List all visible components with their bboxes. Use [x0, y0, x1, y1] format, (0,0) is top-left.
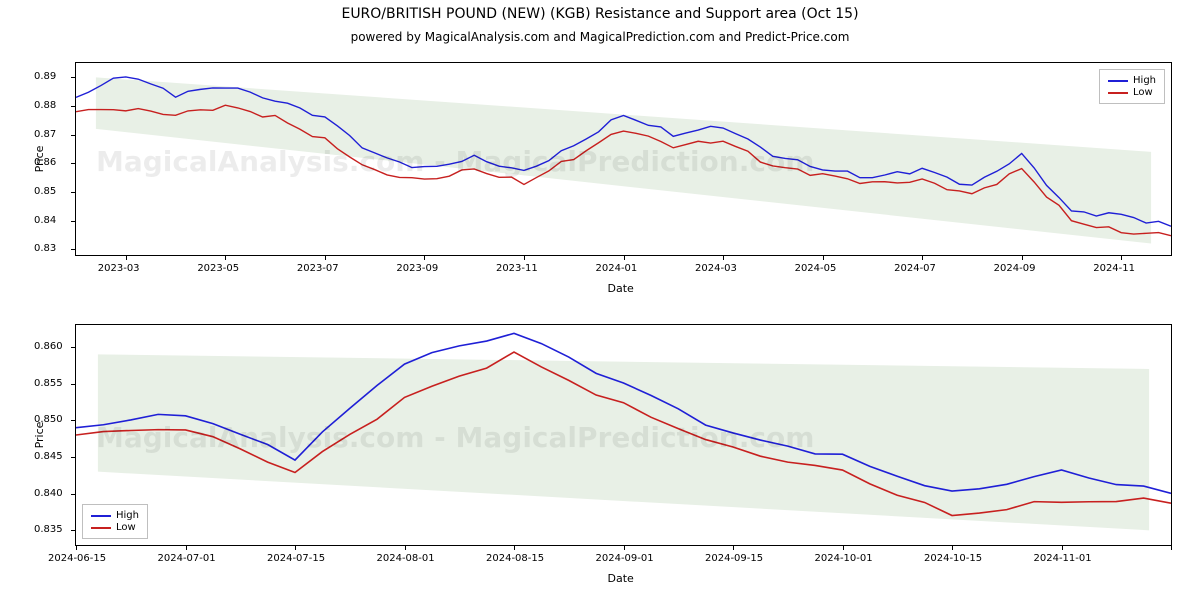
figure: EURO/BRITISH POUND (NEW) (KGB) Resistanc… — [0, 0, 1200, 600]
xtick-label: 2023-09 — [396, 263, 438, 274]
ytick-label: 0.85 — [34, 186, 68, 197]
legend-item: Low — [91, 522, 139, 533]
ytick-mark — [71, 347, 76, 348]
ytick-mark — [71, 106, 76, 107]
xtick-label: 2024-05 — [795, 263, 837, 274]
xtick-label: 2024-11-01 — [1034, 553, 1092, 564]
xtick-label: 2024-06-15 — [48, 553, 106, 564]
top-xlabel: Date — [608, 282, 634, 295]
ytick-label: 0.845 — [34, 451, 68, 462]
legend-label: Low — [1133, 87, 1153, 98]
ytick-label: 0.850 — [34, 414, 68, 425]
xtick-label: 2023-05 — [197, 263, 239, 274]
ytick-label: 0.83 — [34, 243, 68, 254]
top-svg — [76, 63, 1171, 255]
xtick-label: 2024-03 — [695, 263, 737, 274]
xtick-mark — [952, 545, 953, 550]
xtick-mark — [922, 255, 923, 260]
bottom-svg — [76, 325, 1171, 545]
top-legend: HighLow — [1099, 69, 1165, 104]
ytick-mark — [71, 163, 76, 164]
chart-title-main: EURO/BRITISH POUND (NEW) (KGB) Resistanc… — [0, 6, 1200, 22]
legend-swatch — [1108, 80, 1128, 82]
ytick-mark — [71, 135, 76, 136]
xtick-mark — [723, 255, 724, 260]
legend-swatch — [91, 515, 111, 517]
xtick-label: 2024-11 — [1093, 263, 1135, 274]
xtick-mark — [1022, 255, 1023, 260]
ytick-mark — [71, 77, 76, 78]
xtick-mark — [225, 255, 226, 260]
bottom-xlabel: Date — [608, 572, 634, 585]
legend-item: High — [91, 510, 139, 521]
ytick-label: 0.84 — [34, 215, 68, 226]
xtick-mark — [843, 545, 844, 550]
legend-swatch — [1108, 92, 1128, 94]
xtick-label: 2024-01 — [596, 263, 638, 274]
xtick-label: 2024-10-01 — [815, 553, 873, 564]
xtick-label: 2024-07-01 — [158, 553, 216, 564]
xtick-mark — [126, 255, 127, 260]
ytick-mark — [71, 221, 76, 222]
xtick-label: 2023-07 — [297, 263, 339, 274]
xtick-mark — [1062, 545, 1063, 550]
xtick-label: 2024-07-15 — [267, 553, 325, 564]
xtick-mark — [624, 545, 625, 550]
ytick-label: 0.855 — [34, 378, 68, 389]
xtick-mark — [295, 545, 296, 550]
ytick-mark — [71, 457, 76, 458]
ytick-label: 0.860 — [34, 341, 68, 352]
ytick-mark — [71, 420, 76, 421]
ytick-label: 0.88 — [34, 100, 68, 111]
xtick-mark — [405, 545, 406, 550]
ytick-mark — [71, 249, 76, 250]
ytick-label: 0.87 — [34, 129, 68, 140]
legend-swatch — [91, 527, 111, 529]
xtick-mark — [1121, 255, 1122, 260]
ytick-mark — [71, 384, 76, 385]
title-main-text: EURO/BRITISH POUND (NEW) (KGB) Resistanc… — [341, 6, 858, 22]
bottom-legend: HighLow — [82, 504, 148, 539]
xtick-label: 2024-10-15 — [924, 553, 982, 564]
xtick-label: 2024-09 — [994, 263, 1036, 274]
ytick-mark — [71, 494, 76, 495]
xtick-label: 2024-08-01 — [377, 553, 435, 564]
xtick-label: 2024-09-01 — [596, 553, 654, 564]
xtick-label: 2024-08-15 — [486, 553, 544, 564]
legend-label: High — [1133, 75, 1156, 86]
bottom-subplot: MagicalAnalysis.com - MagicalPrediction.… — [75, 324, 1172, 546]
legend-label: Low — [116, 522, 136, 533]
xtick-mark — [524, 255, 525, 260]
ytick-label: 0.835 — [34, 524, 68, 535]
xtick-label: 2024-09-15 — [705, 553, 763, 564]
ytick-label: 0.840 — [34, 488, 68, 499]
legend-item: Low — [1108, 87, 1156, 98]
xtick-mark — [514, 545, 515, 550]
xtick-mark — [325, 255, 326, 260]
legend-label: High — [116, 510, 139, 521]
chart-title-sub: powered by MagicalAnalysis.com and Magic… — [0, 30, 1200, 44]
xtick-label: 2024-07 — [894, 263, 936, 274]
xtick-mark — [186, 545, 187, 550]
xtick-mark — [733, 545, 734, 550]
xtick-mark — [76, 545, 77, 550]
ytick-mark — [71, 530, 76, 531]
ytick-mark — [71, 192, 76, 193]
top-subplot: MagicalAnalysis.com - MagicalPrediction.… — [75, 62, 1172, 256]
bottom-ylabel: Price — [33, 422, 46, 449]
xtick-label: 2023-11 — [496, 263, 538, 274]
legend-item: High — [1108, 75, 1156, 86]
xtick-mark — [624, 255, 625, 260]
title-sub-text: powered by MagicalAnalysis.com and Magic… — [351, 30, 850, 44]
ytick-label: 0.86 — [34, 157, 68, 168]
ytick-label: 0.89 — [34, 71, 68, 82]
xtick-mark — [823, 255, 824, 260]
xtick-label: 2023-03 — [98, 263, 140, 274]
xtick-mark — [424, 255, 425, 260]
xtick-mark — [1171, 545, 1172, 550]
